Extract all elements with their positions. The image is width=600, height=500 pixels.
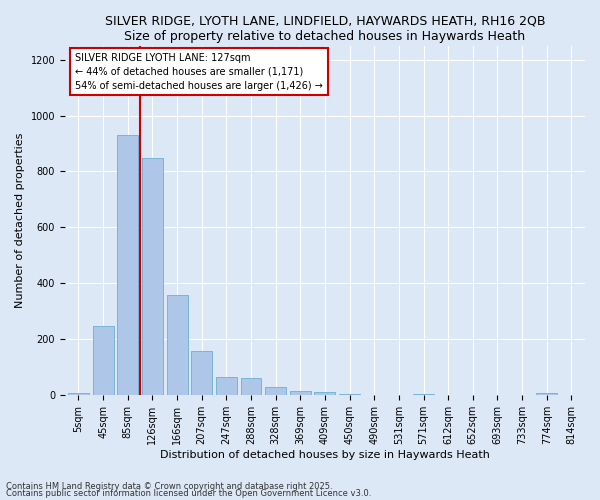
Bar: [191, 352, 212, 396]
Bar: [216, 377, 237, 396]
X-axis label: Distribution of detached houses by size in Haywards Heath: Distribution of detached houses by size …: [160, 450, 490, 460]
Bar: [339, 394, 360, 396]
Bar: [167, 295, 188, 396]
Text: SILVER RIDGE LYOTH LANE: 127sqm
← 44% of detached houses are smaller (1,171)
54%: SILVER RIDGE LYOTH LANE: 127sqm ← 44% of…: [76, 52, 323, 90]
Bar: [536, 393, 557, 396]
Bar: [314, 392, 335, 396]
Bar: [68, 393, 89, 396]
Bar: [265, 387, 286, 396]
Y-axis label: Number of detached properties: Number of detached properties: [15, 133, 25, 308]
Bar: [142, 158, 163, 396]
Text: Contains public sector information licensed under the Open Government Licence v3: Contains public sector information licen…: [6, 490, 371, 498]
Bar: [117, 135, 138, 396]
Bar: [413, 394, 434, 396]
Bar: [241, 378, 262, 396]
Bar: [290, 391, 311, 396]
Bar: [92, 326, 113, 396]
Title: SILVER RIDGE, LYOTH LANE, LINDFIELD, HAYWARDS HEATH, RH16 2QB
Size of property r: SILVER RIDGE, LYOTH LANE, LINDFIELD, HAY…: [105, 15, 545, 43]
Text: Contains HM Land Registry data © Crown copyright and database right 2025.: Contains HM Land Registry data © Crown c…: [6, 482, 332, 491]
